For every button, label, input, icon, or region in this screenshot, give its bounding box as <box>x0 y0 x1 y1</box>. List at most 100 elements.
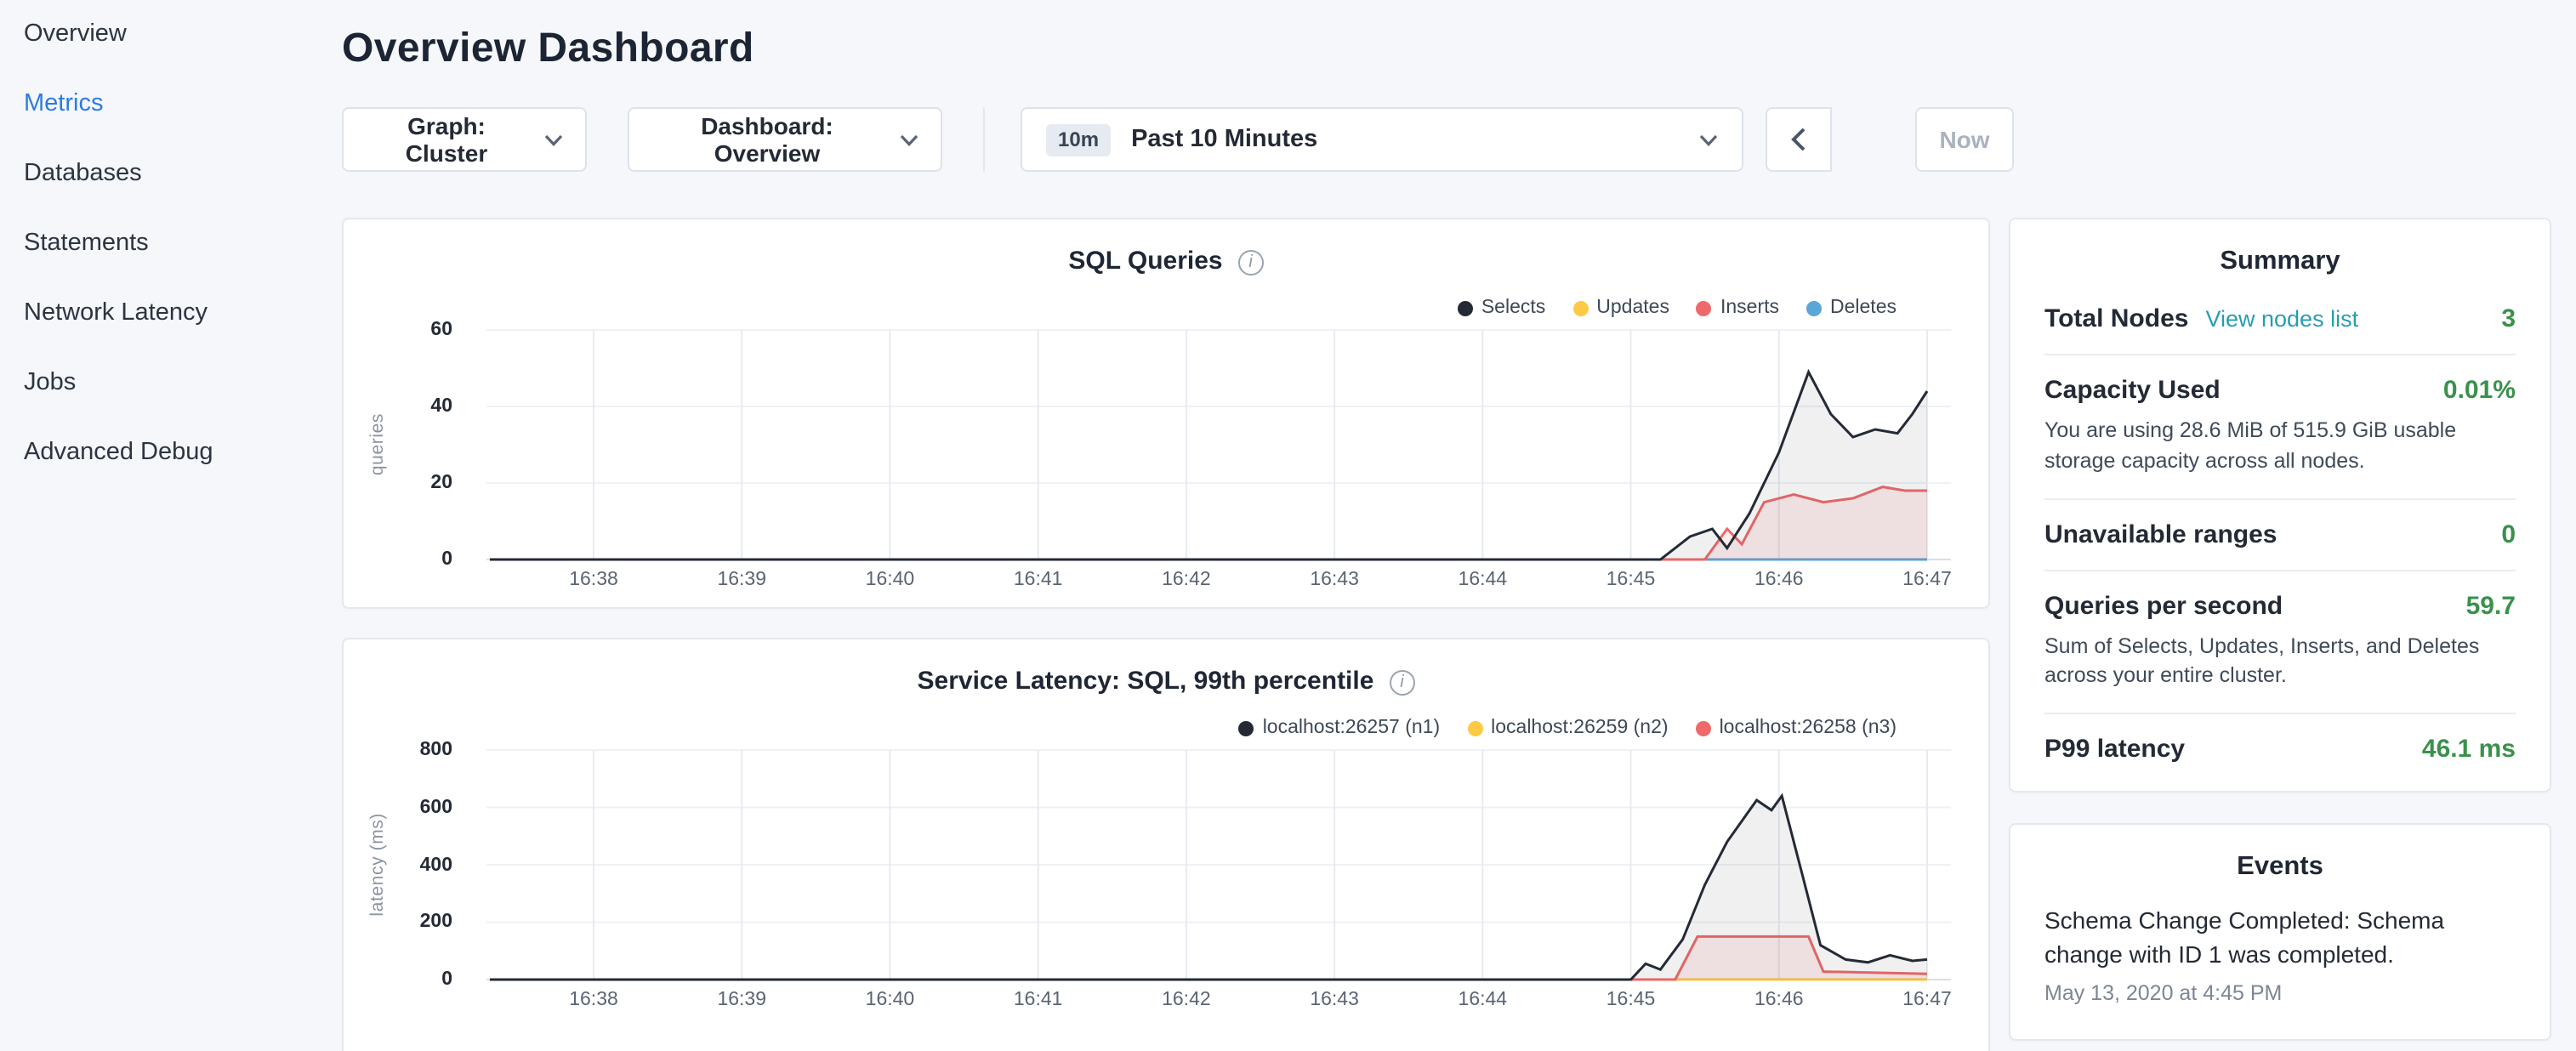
x-tick-label: 16:38 <box>569 570 618 590</box>
right-panel: Summary Total Nodes View nodes list 3 Ca… <box>2009 218 2551 1040</box>
y-axis-ticks: 0200400600800 <box>395 750 452 980</box>
x-tick-label: 16:44 <box>1459 570 1508 590</box>
summary-row-value: 0.01% <box>2443 376 2516 405</box>
now-button[interactable]: Now <box>1915 107 2014 172</box>
summary-row-capacity-used: Capacity Used 0.01% You are using 28.6 M… <box>2044 355 2516 499</box>
legend-label: localhost:26259 (n2) <box>1491 718 1668 738</box>
graph-dropdown[interactable]: Graph: Cluster <box>342 107 587 172</box>
chart-legend: Selects Updates Inserts Deletes <box>1458 298 1896 318</box>
legend-dot-icon <box>1697 300 1712 315</box>
sidebar-item-metrics[interactable]: Metrics <box>24 70 340 139</box>
summary-row-value: 59.7 <box>2466 591 2516 620</box>
y-tick-label: 0 <box>441 969 452 990</box>
x-tick-label: 16:47 <box>1902 990 1952 1010</box>
y-tick-label: 20 <box>430 473 452 493</box>
time-back-button[interactable] <box>1766 107 1832 172</box>
summary-row-value: 0 <box>2501 520 2516 548</box>
summary-row-unavailable-ranges: Unavailable ranges 0 <box>2044 499 2516 571</box>
x-tick-label: 16:47 <box>1902 570 1952 590</box>
x-tick-label: 16:41 <box>1014 990 1063 1010</box>
x-tick-label: 16:45 <box>1606 570 1656 590</box>
summary-row-p99-latency: P99 latency 46.1 ms <box>2044 714 2516 784</box>
y-axis-ticks: 0204060 <box>395 330 452 560</box>
x-tick-label: 16:39 <box>717 990 766 1010</box>
summary-row-label: Queries per second <box>2044 591 2283 620</box>
events-panel: Events Schema Change Completed: Schema c… <box>2009 823 2551 1040</box>
legend-item-deletes[interactable]: Deletes <box>1806 298 1896 318</box>
x-axis-ticks: 16:3816:3916:4016:4116:4216:4316:4416:45… <box>486 570 1951 594</box>
summary-row-label: P99 latency <box>2044 735 2185 764</box>
event-message: Schema Change Completed: Schema change w… <box>2044 903 2516 972</box>
sidebar-item-overview[interactable]: Overview <box>24 0 340 70</box>
summary-panel: Summary Total Nodes View nodes list 3 Ca… <box>2009 218 2551 793</box>
x-tick-label: 16:44 <box>1459 990 1508 1010</box>
plot-area[interactable] <box>486 330 1951 560</box>
app-root: Overview Metrics Databases Statements Ne… <box>0 0 2576 1051</box>
x-tick-label: 16:41 <box>1014 570 1063 590</box>
legend-item-inserts[interactable]: Inserts <box>1697 298 1779 318</box>
chart-title-row: Service Latency: SQL, 99th percentilei <box>344 667 1988 697</box>
legend-dot-icon <box>1467 720 1482 736</box>
summary-row-label: Total Nodes <box>2044 304 2188 333</box>
legend-label: localhost:26257 (n1) <box>1263 718 1440 738</box>
plot-area[interactable] <box>486 750 1951 980</box>
summary-row-value: 3 <box>2501 304 2516 333</box>
sidebar-item-network-latency[interactable]: Network Latency <box>24 279 340 349</box>
sidebar-item-jobs[interactable]: Jobs <box>24 349 340 418</box>
x-tick-label: 16:46 <box>1754 570 1804 590</box>
chart-title: SQL Queries <box>1068 247 1222 276</box>
sidebar-item-statements[interactable]: Statements <box>24 209 340 279</box>
chevron-down-icon <box>1699 134 1718 145</box>
legend-item-selects[interactable]: Selects <box>1458 298 1545 318</box>
x-tick-label: 16:38 <box>569 990 618 1010</box>
summary-row-label: Unavailable ranges <box>2044 520 2277 548</box>
chart-legend: localhost:26257 (n1) localhost:26259 (n2)… <box>1239 718 1896 738</box>
event-item[interactable]: Schema Change Completed: Schema change w… <box>2044 903 2516 1004</box>
summary-title: Summary <box>2044 247 2516 277</box>
event-timestamp: May 13, 2020 at 4:45 PM <box>2044 980 2516 1004</box>
sidebar-item-advanced-debug[interactable]: Advanced Debug <box>24 418 340 488</box>
legend-item-localhost-26257-n1-[interactable]: localhost:26257 (n1) <box>1239 718 1440 738</box>
x-tick-label: 16:39 <box>717 570 766 590</box>
y-tick-label: 40 <box>430 396 452 417</box>
y-tick-label: 800 <box>420 740 452 760</box>
x-tick-label: 16:40 <box>866 570 915 590</box>
y-axis-label: latency (ms) <box>367 750 388 980</box>
time-window-dropdown[interactable]: 10m Past 10 Minutes <box>1021 107 1743 172</box>
info-icon[interactable]: i <box>1238 250 1264 276</box>
graph-dropdown-label: Graph: Cluster <box>366 112 527 167</box>
legend-label: Deletes <box>1830 298 1896 318</box>
legend-item-localhost-26258-n3-[interactable]: localhost:26258 (n3) <box>1696 718 1896 738</box>
x-axis-ticks: 16:3816:3916:4016:4116:4216:4316:4416:45… <box>486 990 1951 1014</box>
sql-queries-chart-card: SQL Queries i Selects Updates Inserts Delete… <box>342 218 1990 609</box>
x-tick-label: 16:42 <box>1162 570 1211 590</box>
chevron-left-icon <box>1791 128 1806 151</box>
sidebar-item-databases[interactable]: Databases <box>24 139 340 209</box>
sidebar: Overview Metrics Databases Statements Ne… <box>0 0 340 488</box>
summary-row-total-nodes: Total Nodes View nodes list 3 <box>2044 284 2516 355</box>
summary-row-description: Sum of Selects, Updates, Inserts, and De… <box>2044 632 2516 692</box>
x-tick-label: 16:43 <box>1310 990 1359 1010</box>
time-nav-buttons <box>1766 107 1832 172</box>
page-title: Overview Dashboard <box>342 26 2043 73</box>
legend-dot-icon <box>1806 300 1822 315</box>
y-axis-label: queries <box>367 330 388 560</box>
info-icon[interactable]: i <box>1389 670 1414 696</box>
view-nodes-list-link[interactable]: View nodes list <box>2205 306 2358 332</box>
legend-label: Inserts <box>1720 298 1779 318</box>
dashboard-dropdown[interactable]: Dashboard: Overview <box>628 107 942 172</box>
main-content: Overview Dashboard Graph: Cluster Dashbo… <box>342 0 2043 73</box>
toolbar: Graph: Cluster Dashboard: Overview 10m P… <box>342 107 2043 172</box>
now-button-label: Now <box>1939 126 1989 153</box>
toolbar-divider <box>983 107 985 172</box>
legend-label: Updates <box>1596 298 1669 318</box>
time-window-label: Past 10 Minutes <box>1131 126 1317 153</box>
legend-item-localhost-26259-n2-[interactable]: localhost:26259 (n2) <box>1467 718 1668 738</box>
legend-label: Selects <box>1481 298 1545 318</box>
dashboard-dropdown-label: Dashboard: Overview <box>651 112 883 167</box>
legend-item-updates[interactable]: Updates <box>1572 298 1669 318</box>
x-tick-label: 16:40 <box>866 990 915 1010</box>
legend-dot-icon <box>1572 300 1588 315</box>
chevron-down-icon <box>544 134 563 145</box>
y-tick-label: 400 <box>420 855 452 875</box>
